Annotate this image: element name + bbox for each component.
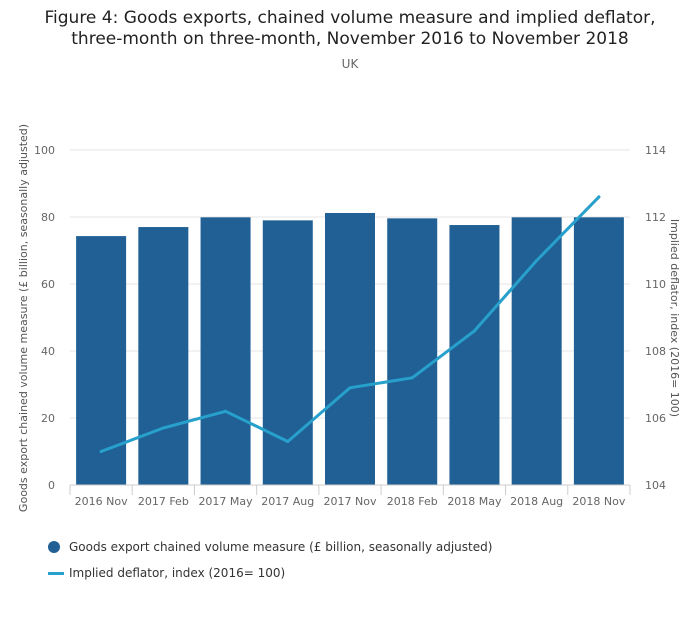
- left-axis-ticks: 0 20 40 60 80 100: [34, 144, 55, 492]
- bar: [262, 220, 313, 485]
- chart-title-line-1: Figure 4: Goods exports, chained volume …: [44, 8, 656, 28]
- x-tick-label: 2018 Nov: [572, 495, 625, 508]
- line-series: [99, 195, 601, 453]
- bar: [138, 227, 189, 486]
- legend-label-bars: Goods export chained volume measure (£ b…: [69, 540, 493, 554]
- x-axis: 2016 Nov 2017 Feb 2017 May 2017 Aug 2017 Nov…: [69, 484, 631, 508]
- right-tick-label: 108: [645, 345, 666, 358]
- x-tick-label: 2016 Nov: [75, 495, 128, 508]
- right-tick-label: 106: [645, 412, 666, 425]
- right-tick-label: 114: [645, 144, 666, 157]
- line-point: [161, 426, 165, 430]
- legend-item-line[interactable]: Implied deflator, index (2016= 100): [48, 566, 492, 580]
- line-point: [535, 259, 539, 263]
- bar: [449, 225, 500, 486]
- line-point: [348, 386, 352, 390]
- bar: [325, 212, 375, 486]
- left-tick-label: 0: [48, 479, 55, 492]
- x-tick-label: 2017 Nov: [324, 495, 377, 508]
- bar: [200, 217, 251, 485]
- chart-plot: 0 20 40 60 80 100 104 106 108 110 112 114 2016 Nov…: [17, 124, 681, 512]
- legend-swatch-line: [48, 571, 64, 575]
- line-point: [597, 195, 601, 199]
- right-tick-label: 110: [645, 278, 666, 291]
- chart-subtitle: UK: [341, 57, 359, 71]
- line-point: [410, 376, 414, 380]
- x-tick-label: 2018 Aug: [510, 495, 563, 508]
- bar: [387, 218, 438, 485]
- legend-item-bars[interactable]: Goods export chained volume measure (£ b…: [48, 540, 492, 554]
- left-tick-label: 100: [34, 144, 55, 157]
- legend-label-line: Implied deflator, index (2016= 100): [69, 566, 286, 580]
- line-point: [286, 439, 290, 443]
- right-tick-label: 104: [645, 479, 666, 492]
- x-tick-label: 2018 May: [447, 495, 502, 508]
- bar: [76, 236, 127, 485]
- bar: [511, 217, 562, 485]
- right-axis-ticks: 104 106 108 110 112 114: [645, 144, 666, 492]
- chart-title-line-2: three-month on three-month, November 201…: [71, 29, 629, 49]
- left-tick-label: 20: [41, 412, 55, 425]
- right-axis-title: Implied deflator, index (2016= 100): [668, 219, 681, 417]
- left-tick-label: 60: [41, 278, 55, 291]
- bar-series: [76, 212, 624, 486]
- x-tick-label: 2017 Aug: [261, 495, 314, 508]
- x-tick-label: 2017 Feb: [138, 495, 189, 508]
- line-point: [472, 329, 476, 333]
- x-tick-label: 2018 Feb: [387, 495, 438, 508]
- line-point: [99, 450, 103, 453]
- right-tick-label: 112: [645, 211, 666, 224]
- legend-swatch-bars: [48, 541, 60, 553]
- bar: [573, 217, 624, 485]
- left-tick-label: 40: [41, 345, 55, 358]
- line-point: [224, 409, 228, 413]
- left-tick-label: 80: [41, 211, 55, 224]
- legend: Goods export chained volume measure (£ b…: [48, 540, 492, 592]
- chart-title: Figure 4: Goods exports, chained volume …: [0, 8, 700, 50]
- x-tick-label: 2017 May: [198, 495, 253, 508]
- left-axis-title: Goods export chained volume measure (£ b…: [17, 124, 30, 512]
